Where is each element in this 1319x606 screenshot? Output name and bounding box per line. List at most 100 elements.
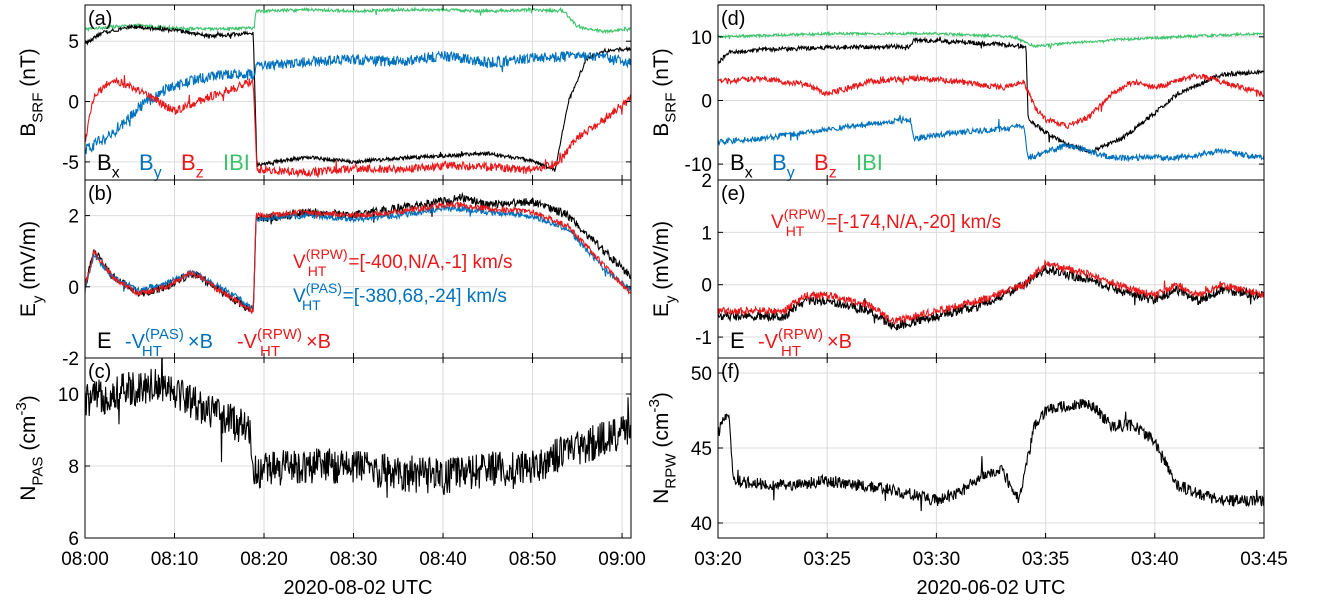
y-tick-label: 8 [68, 457, 79, 478]
y-axis-label: BSRF (nT) [650, 48, 679, 137]
x-axis-label: 2020-06-02 UTC [917, 577, 1066, 599]
legend-main: -V [125, 331, 146, 353]
legend-main: B [730, 150, 745, 175]
legend-post: ×B [306, 331, 331, 353]
y-tick-label: 0 [701, 276, 712, 297]
legend-main: IBI [223, 150, 250, 175]
series-line-bt [718, 30, 1264, 49]
y-axis-label: BSRF (nT) [17, 48, 46, 137]
annotation-sub: HT [786, 223, 805, 239]
y-tick-label: -2 [62, 349, 79, 370]
ylabel-sub: SRF [662, 93, 679, 123]
x-tick-label: 08:20 [240, 549, 288, 570]
series-group [85, 191, 631, 314]
series-line-bz [718, 72, 1264, 130]
legend-main: IBI [856, 150, 883, 175]
series-group [718, 30, 1264, 163]
legend-entry: Bz [181, 150, 204, 182]
legend-main: B [181, 150, 196, 175]
legend-main: B [139, 150, 154, 175]
legend-sub: HT [142, 343, 162, 360]
y-tick-label: -5 [62, 153, 79, 174]
legend-sub: y [154, 165, 162, 182]
annotation-sub: HT [308, 263, 327, 279]
x-tick-label: 08:40 [419, 549, 467, 570]
ylabel-main: B [650, 123, 673, 137]
legend-entry: Bx [97, 150, 120, 182]
legend-entry: IBI [856, 150, 883, 175]
legend-sub: y [787, 165, 795, 182]
legend-sub: x [745, 165, 753, 182]
y-tick-label: 10 [691, 28, 712, 49]
ylabel-units: (mV/m) [17, 221, 40, 296]
x-tick-label: 03:30 [913, 549, 961, 570]
legend-main: B [814, 150, 829, 175]
annotation-sup: (PAS) [306, 280, 342, 296]
y-tick-label: 50 [691, 364, 712, 385]
velocity-annotation: V(PAS) HT =[-380,68,-24] km/s [293, 280, 507, 313]
x-tick-label: 08:00 [61, 549, 109, 570]
legend-entry: -V(RPW) HT ×B [237, 326, 331, 360]
ylabel-units: (nT) [650, 48, 673, 92]
series-line-n [718, 398, 1264, 512]
y-tick-label: 10 [58, 385, 79, 406]
legend-sub: HT [260, 343, 280, 360]
series-line-by [718, 114, 1264, 163]
series-group [85, 358, 631, 498]
legend-main: -V [758, 331, 779, 353]
annotation-post: =[-174,N/A,-20] km/s [826, 212, 1001, 233]
y-tick-label: 0 [68, 278, 79, 299]
ylabel-main: E [650, 303, 673, 317]
legend-entry: -V(RPW) HT ×B [758, 326, 852, 360]
y-tick-label: 2 [68, 207, 79, 228]
velocity-annotation: V(RPW) HT =[-400,N/A,-1] km/s [293, 246, 513, 279]
series-line-bt [85, 5, 631, 34]
ylabel-sub: RPW [662, 453, 679, 489]
x-tick-label: 03:25 [803, 549, 851, 570]
ylabel-units: (cm [650, 413, 673, 454]
annotation-post: =[-400,N/A,-1] km/s [348, 252, 512, 273]
y-tick-label: -1 [695, 328, 712, 349]
legend-sub: z [829, 165, 837, 182]
series-group [718, 398, 1264, 512]
legend-main: B [772, 150, 787, 175]
y-tick-label: 0 [68, 93, 79, 114]
annotation-sup: (RPW) [784, 206, 826, 222]
y-tick-label: 1 [701, 223, 712, 244]
legend-sub: z [196, 165, 204, 182]
ylabel-close: ) [17, 395, 40, 402]
legend-entry: IBI [223, 150, 250, 175]
legend-sup: (RPW) [778, 326, 823, 343]
y-tick-label: -10 [685, 155, 712, 176]
x-tick-label: 08:50 [509, 549, 557, 570]
legend-sup: (PAS) [145, 326, 184, 343]
panel-label: (f) [721, 361, 740, 383]
legend-sub: HT [781, 343, 801, 360]
panel-label: (a) [88, 8, 112, 30]
y-axis-label: NPAS (cm-3) [13, 395, 46, 501]
y-tick-label: 2 [701, 171, 712, 192]
ylabel-sup: -3 [646, 399, 663, 412]
annotation-main: V [771, 212, 784, 233]
annotation-sub: HT [302, 297, 321, 313]
ylabel-sup: -3 [13, 402, 30, 415]
ylabel-sub: y [29, 295, 46, 303]
series-line-bz [85, 75, 631, 179]
annotation-main: V [293, 252, 306, 273]
axes-frame [84, 357, 632, 539]
x-tick-label: 08:10 [151, 549, 199, 570]
series-line-e [718, 264, 1264, 332]
x-tick-label: 03:35 [1022, 549, 1070, 570]
ylabel-main: B [17, 123, 40, 137]
ylabel-main: N [17, 486, 40, 501]
series-line-vpas [85, 204, 631, 310]
x-tick-label: 03:45 [1240, 549, 1288, 570]
series-line-by [85, 50, 631, 155]
series-line-vrpw [85, 201, 631, 314]
panel-label: (c) [88, 361, 111, 383]
ylabel-sub: y [662, 295, 679, 303]
